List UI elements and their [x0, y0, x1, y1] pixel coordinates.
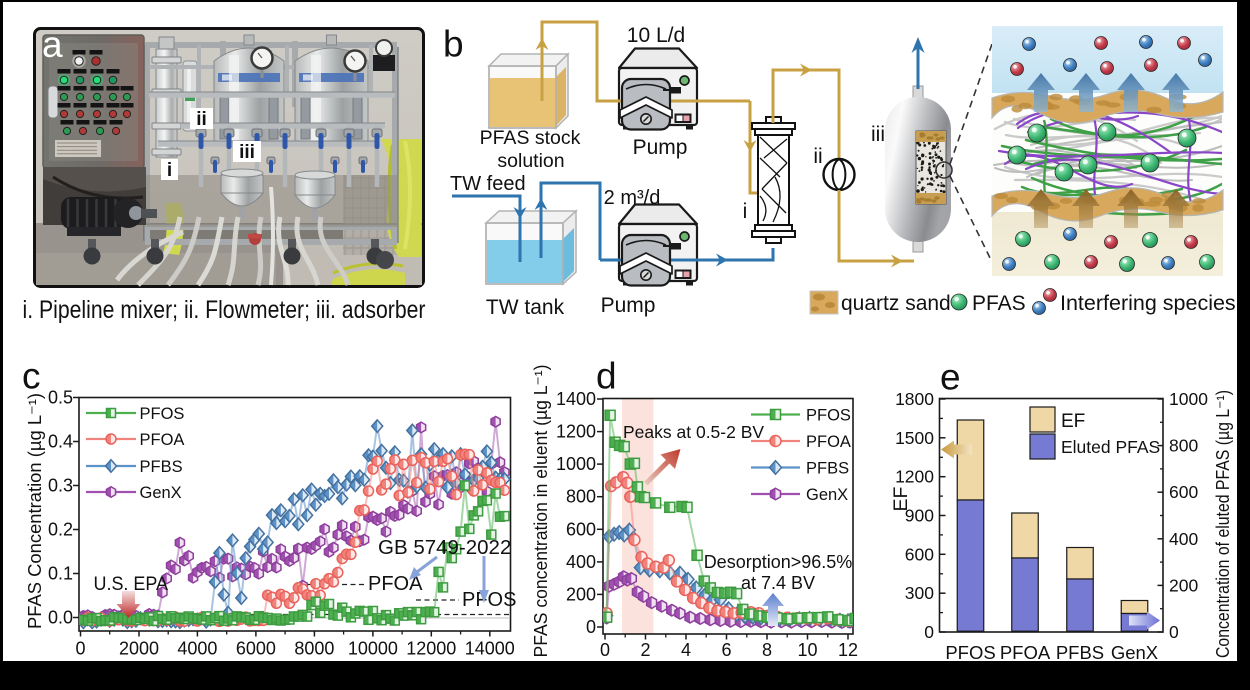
svg-text:a: a — [42, 27, 63, 65]
svg-text:10000: 10000 — [348, 639, 398, 659]
svg-text:0.3: 0.3 — [48, 476, 73, 496]
svg-text:10 L/d: 10 L/d — [627, 24, 685, 47]
svg-text:0.5: 0.5 — [48, 388, 73, 408]
svg-text:1000: 1000 — [1169, 389, 1208, 409]
svg-text:i: i — [743, 200, 748, 223]
svg-text:PFOA: PFOA — [140, 431, 185, 449]
svg-text:400: 400 — [566, 552, 596, 572]
svg-text:TW tank: TW tank — [486, 296, 565, 319]
svg-text:0: 0 — [586, 617, 596, 637]
svg-text:0.0: 0.0 — [48, 608, 73, 628]
svg-text:0: 0 — [75, 639, 85, 659]
svg-text:600: 600 — [905, 544, 934, 564]
svg-text:0.2: 0.2 — [48, 520, 73, 540]
svg-text:400: 400 — [1169, 529, 1198, 549]
svg-text:PFOA: PFOA — [1000, 642, 1051, 663]
svg-text:i. Pipeline mixer; ii. Flowmet: i. Pipeline mixer; ii. Flowmeter; iii. a… — [23, 296, 426, 324]
svg-text:PFAS concentration in eluent (: PFAS concentration in eluent (µg L⁻¹) — [531, 365, 551, 658]
svg-text:PFOA: PFOA — [368, 573, 423, 595]
svg-text:ii: ii — [196, 109, 207, 130]
svg-text:Peaks at 0.5-2 BV: Peaks at 0.5-2 BV — [623, 422, 764, 442]
svg-text:i: i — [167, 160, 172, 181]
svg-text:1200: 1200 — [895, 467, 934, 487]
svg-text:PFOS: PFOS — [140, 405, 185, 423]
svg-text:PFAS: PFAS — [972, 292, 1026, 315]
svg-text:PFOA: PFOA — [806, 433, 851, 451]
svg-text:14000: 14000 — [465, 639, 515, 659]
svg-text:200: 200 — [566, 584, 596, 604]
svg-text:6000: 6000 — [236, 639, 276, 659]
svg-text:PFOS: PFOS — [806, 407, 851, 425]
svg-text:PFAS stock: PFAS stock — [480, 127, 581, 149]
svg-text:12: 12 — [838, 640, 858, 660]
svg-text:0: 0 — [600, 640, 610, 660]
svg-text:800: 800 — [566, 487, 596, 507]
svg-text:800: 800 — [1169, 436, 1198, 456]
svg-text:PFBS: PFBS — [140, 458, 183, 476]
svg-text:900: 900 — [905, 506, 934, 526]
svg-text:Pump: Pump — [601, 294, 656, 317]
svg-text:EF: EF — [890, 486, 912, 511]
svg-text:GenX: GenX — [1111, 642, 1158, 663]
svg-text:e: e — [940, 357, 961, 398]
svg-text:0.1: 0.1 — [48, 564, 73, 584]
svg-text:2000: 2000 — [119, 639, 159, 659]
svg-text:0: 0 — [1169, 622, 1179, 642]
svg-text:Interfering species: Interfering species — [1060, 291, 1236, 315]
svg-text:ii: ii — [813, 145, 822, 168]
svg-text:GenX: GenX — [140, 484, 182, 502]
svg-text:iii: iii — [239, 142, 255, 163]
svg-text:at 7.4 BV: at 7.4 BV — [741, 573, 815, 593]
svg-text:1200: 1200 — [556, 422, 596, 442]
svg-text:12000: 12000 — [406, 639, 456, 659]
svg-text:U.S. EPA: U.S. EPA — [94, 573, 169, 595]
svg-text:2: 2 — [640, 640, 650, 660]
svg-text:PFOS: PFOS — [945, 642, 995, 663]
svg-text:10: 10 — [797, 640, 817, 660]
svg-text:c: c — [22, 356, 41, 397]
svg-text:8000: 8000 — [294, 639, 334, 659]
svg-text:1500: 1500 — [895, 428, 934, 448]
svg-text:PFAS Concentration (µg L⁻¹): PFAS Concentration (µg L⁻¹) — [25, 393, 45, 629]
svg-text:PFOS: PFOS — [462, 589, 516, 611]
svg-text:Desorption>96.5%: Desorption>96.5% — [704, 552, 853, 572]
svg-text:6: 6 — [721, 640, 731, 660]
svg-text:iii: iii — [871, 123, 885, 146]
svg-text:b: b — [443, 24, 464, 65]
svg-text:600: 600 — [566, 519, 596, 539]
svg-text:600: 600 — [1169, 482, 1198, 502]
svg-text:quartz sand: quartz sand — [841, 292, 951, 315]
svg-text:TW feed: TW feed — [450, 173, 526, 195]
svg-text:EF: EF — [1061, 411, 1085, 432]
svg-text:200: 200 — [1169, 575, 1198, 595]
svg-text:2 m³/d: 2 m³/d — [604, 187, 661, 209]
svg-text:1800: 1800 — [895, 389, 934, 409]
svg-text:300: 300 — [905, 583, 934, 603]
svg-text:d: d — [596, 356, 617, 397]
svg-text:1000: 1000 — [556, 454, 596, 474]
svg-text:4000: 4000 — [177, 639, 217, 659]
svg-text:4: 4 — [681, 640, 691, 660]
svg-text:Concentration of eluted PFAS (: Concentration of eluted PFAS (µg L⁻¹) — [1213, 390, 1233, 658]
svg-text:Eluted PFAS: Eluted PFAS — [1061, 437, 1160, 457]
svg-text:0.4: 0.4 — [48, 432, 73, 452]
svg-text:solution: solution — [497, 150, 564, 172]
svg-text:Pump: Pump — [633, 136, 688, 159]
svg-text:PFBS: PFBS — [806, 460, 849, 478]
svg-text:8: 8 — [762, 640, 772, 660]
svg-text:GB 5749-2022: GB 5749-2022 — [378, 536, 511, 559]
svg-text:PFBS: PFBS — [1056, 642, 1104, 663]
svg-text:0: 0 — [924, 622, 934, 642]
svg-text:1400: 1400 — [556, 389, 596, 409]
svg-text:GenX: GenX — [806, 486, 848, 504]
